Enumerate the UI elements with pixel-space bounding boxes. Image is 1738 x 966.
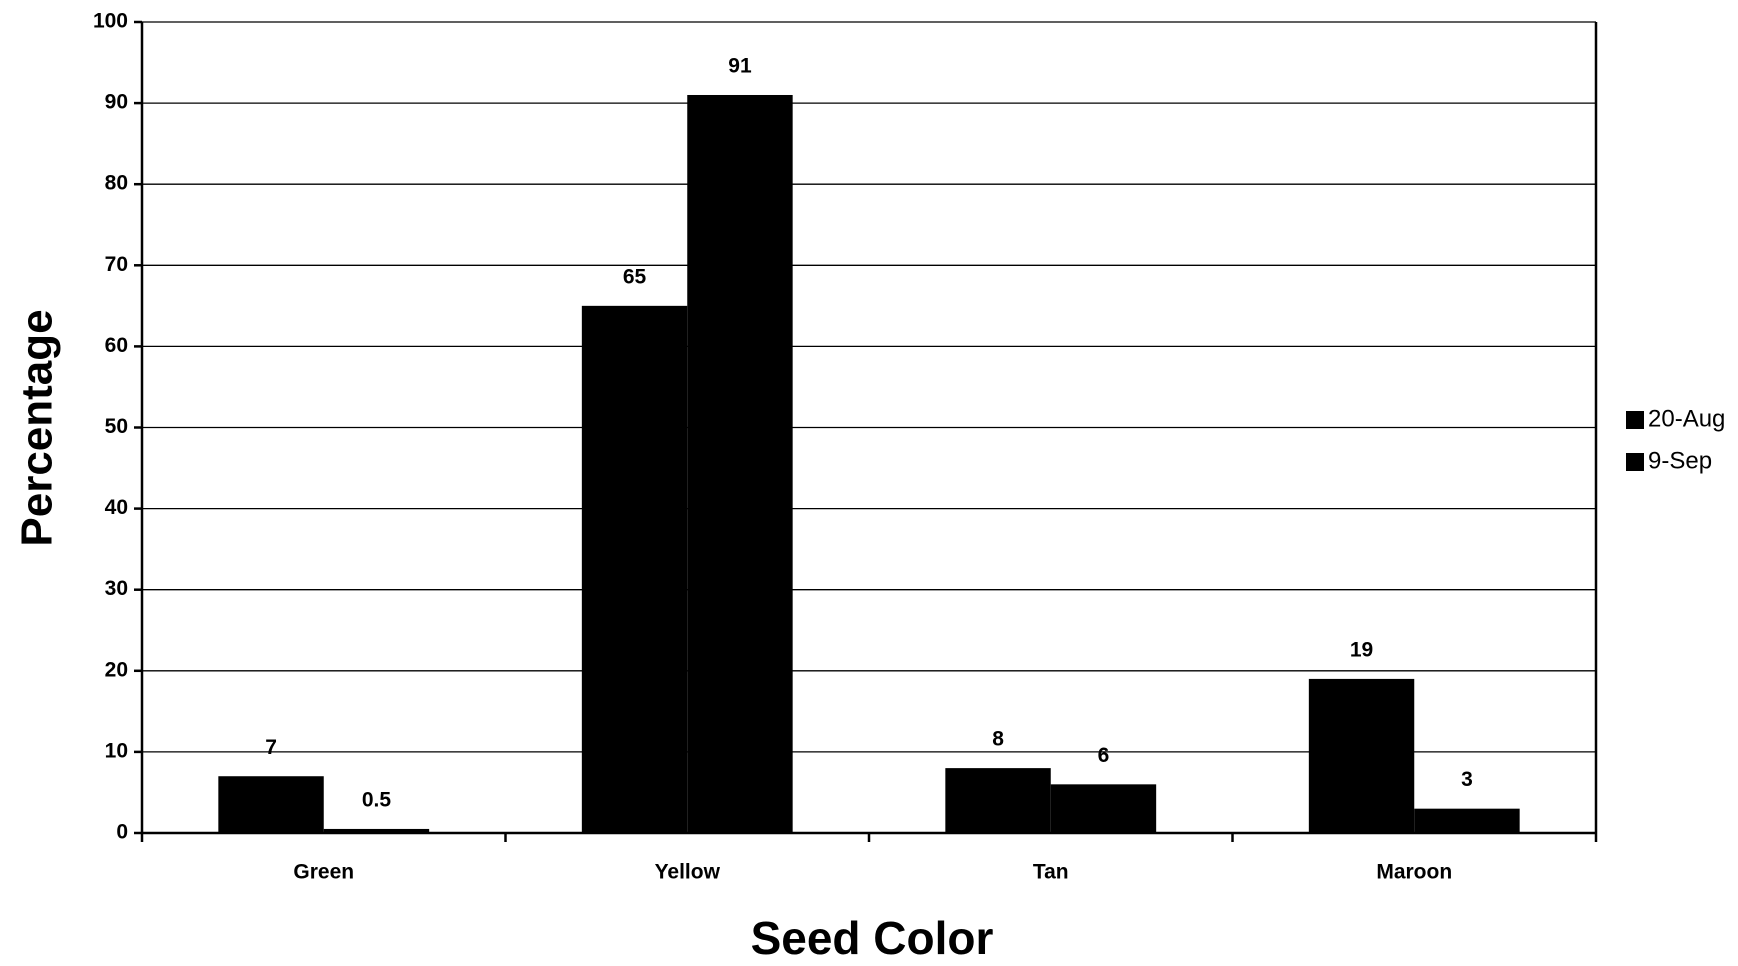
y-tick-label: 100 (93, 10, 128, 33)
data-label: 19 (1350, 638, 1373, 661)
x-tick-label: Green (293, 861, 354, 884)
bar (945, 768, 1051, 833)
data-label: 8 (992, 728, 1004, 751)
y-tick-label: 80 (105, 172, 128, 195)
data-label: 7 (265, 736, 277, 759)
y-tick-label: 90 (105, 91, 128, 114)
x-axis-title: Seed Color (751, 912, 994, 964)
bar (1414, 808, 1520, 833)
y-tick-label: 50 (105, 415, 128, 438)
bar (581, 305, 688, 834)
data-label: 0.5 (362, 788, 392, 811)
y-tick-label: 70 (105, 253, 128, 276)
y-axis-title: Percentage (13, 309, 62, 546)
y-tick-label: 20 (105, 658, 128, 681)
bar (687, 94, 793, 834)
data-label: 65 (623, 265, 647, 288)
y-tick-label: 40 (105, 496, 128, 519)
legend-label: 20-Aug (1648, 405, 1725, 432)
x-tick-label: Maroon (1376, 861, 1452, 884)
y-tick-label: 30 (105, 577, 128, 600)
data-label: 3 (1461, 768, 1473, 791)
x-tick-label: Yellow (655, 861, 721, 884)
bar (323, 828, 430, 833)
bar (218, 776, 324, 833)
legend-swatch (1626, 411, 1644, 429)
bar (1308, 678, 1415, 833)
bar (1050, 784, 1157, 833)
legend-label: 9-Sep (1648, 447, 1712, 474)
y-tick-label: 60 (105, 334, 128, 357)
data-label: 6 (1098, 744, 1110, 767)
y-tick-label: 0 (116, 821, 128, 844)
legend-swatch (1626, 453, 1644, 471)
data-label: 91 (728, 55, 752, 78)
y-tick-label: 10 (105, 739, 128, 762)
x-tick-label: Tan (1033, 861, 1069, 884)
